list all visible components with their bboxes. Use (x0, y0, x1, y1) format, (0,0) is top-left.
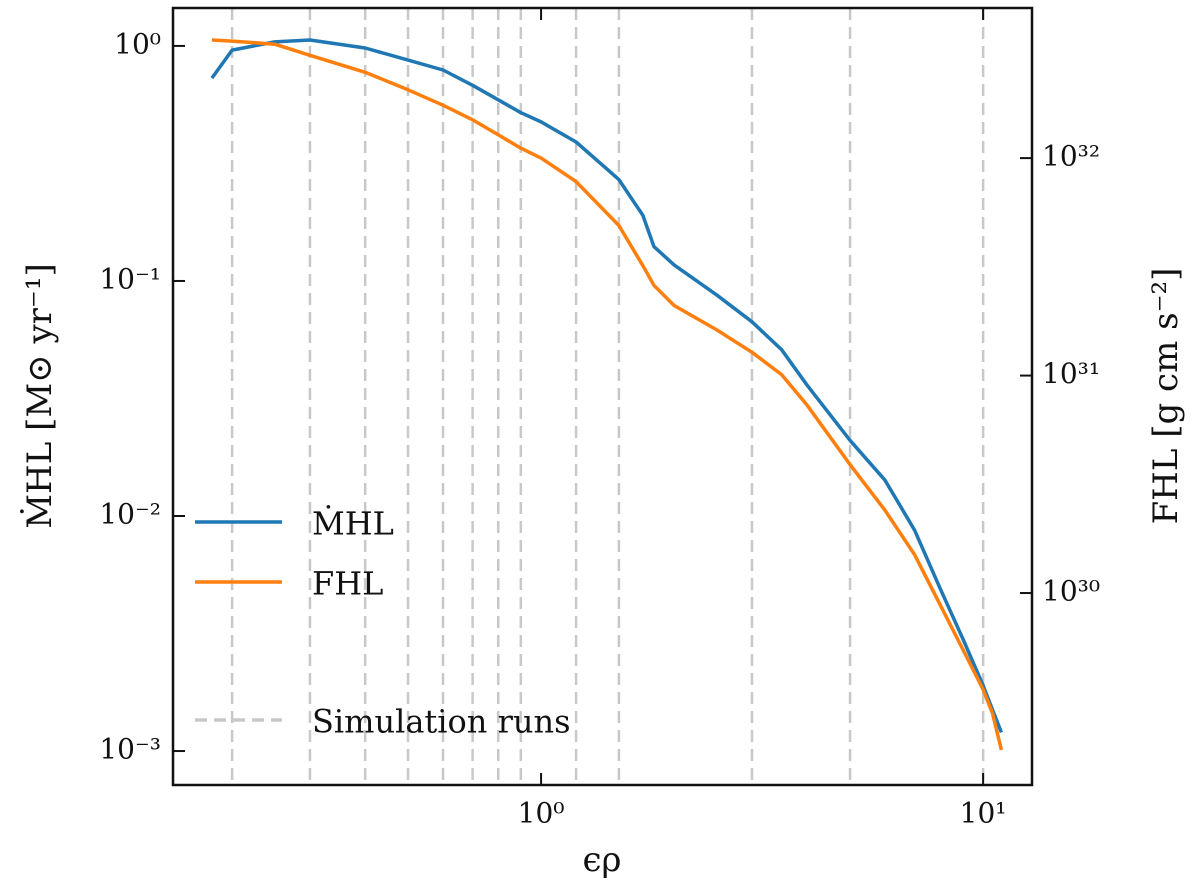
plot-frame (171, 6, 1034, 787)
legend-label: ṀHL (312, 505, 394, 543)
y-tick-label: 10⁰ (114, 27, 161, 60)
y2-tick-label: 10³⁰ (1042, 575, 1100, 608)
x-axis-label: ϵρ (582, 840, 621, 880)
series-line (211, 38, 1004, 751)
x-tick-label: 10⁰ (518, 797, 565, 830)
y-tick-label: 10⁻² (99, 498, 161, 531)
legend-label: Simulation runs (312, 703, 571, 741)
y-tick-label: 10⁻¹ (99, 262, 161, 295)
legend-label: FHL (312, 565, 383, 603)
y2-axis-label: FHL [g cm s⁻²] (1146, 268, 1186, 525)
y2-tick-label: 10³² (1042, 140, 1100, 173)
series-line (210, 38, 1004, 734)
x-tick-label: 10¹ (960, 797, 1007, 830)
y2-tick-label: 10³¹ (1042, 357, 1100, 390)
y-tick-label: 10⁻³ (99, 733, 161, 766)
y-axis-label: ṀHL [M⊙ yr⁻¹] (20, 263, 60, 529)
